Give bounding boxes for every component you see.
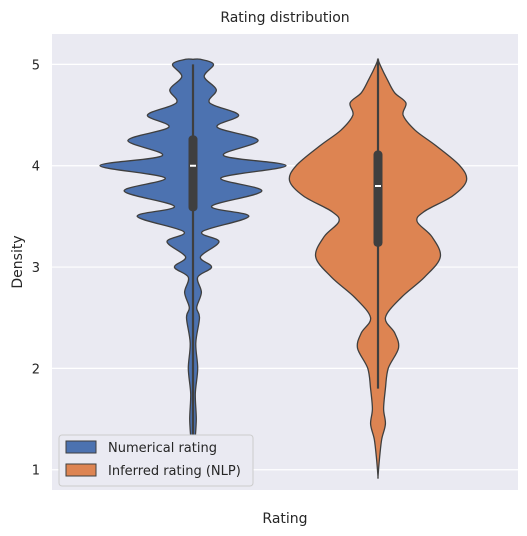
y-tick-label-1: 1 [32, 464, 40, 479]
plot-background [52, 34, 518, 490]
y-tick-label-2: 2 [32, 362, 40, 377]
y-tick-label-4: 4 [32, 160, 40, 175]
legend-frame [58, 434, 254, 487]
x-axis-label: Rating [262, 511, 307, 527]
y-axis-label: Density [10, 235, 26, 288]
y-axis-ticks: 1 2 3 4 5 [32, 58, 40, 478]
legend-label-inferred: Inferred rating (NLP) [108, 464, 241, 479]
legend-swatch-inferred [65, 463, 97, 477]
legend-label-numerical: Numerical rating [108, 441, 217, 456]
y-tick-label-3: 3 [32, 261, 40, 276]
iqr-box-0 [188, 135, 198, 212]
iqr-box-1 [373, 150, 383, 247]
legend: Numerical rating Inferred rating (NLP) [58, 434, 254, 487]
legend-swatch-numerical [65, 440, 97, 454]
box-plots [188, 59, 383, 470]
y-tick-label-5: 5 [32, 58, 40, 73]
chart-title: Rating distribution [220, 10, 349, 26]
